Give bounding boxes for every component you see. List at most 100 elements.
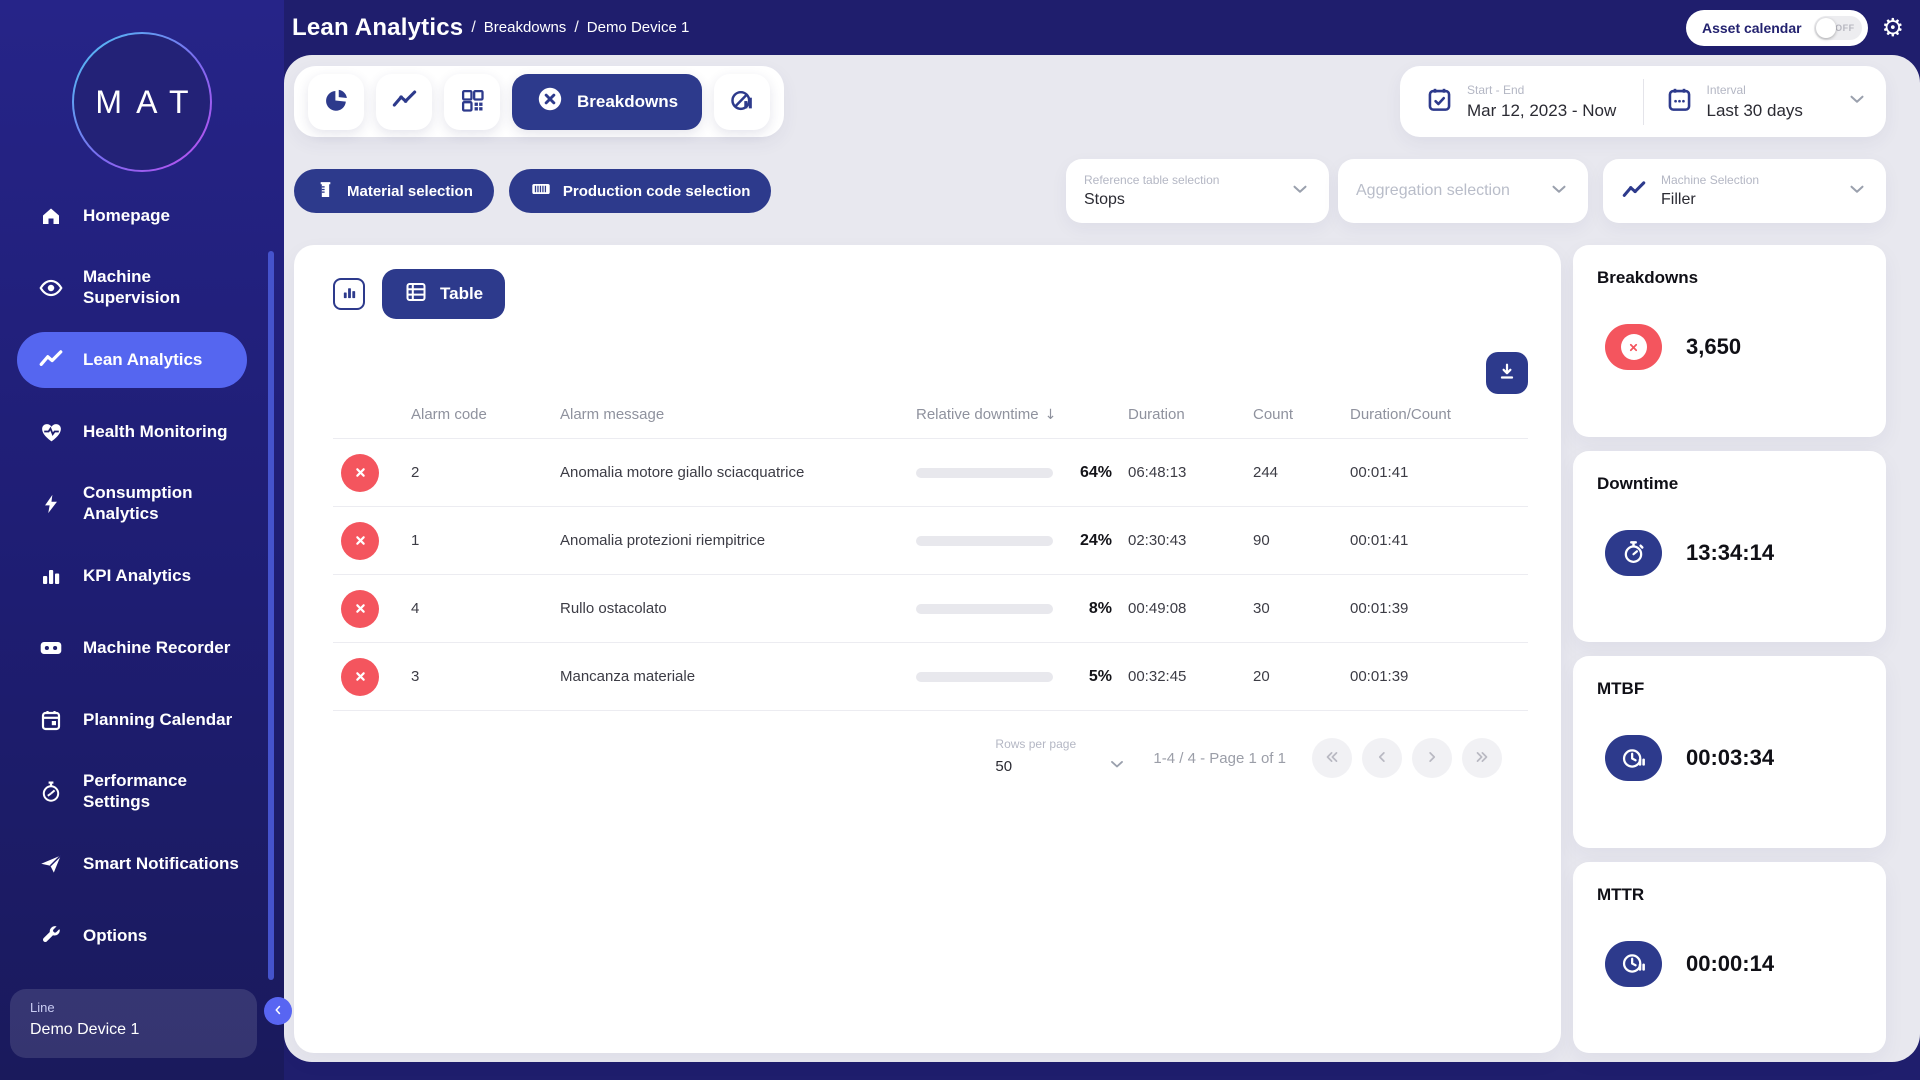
chevron-down-icon bbox=[1846, 178, 1868, 205]
tab-trend[interactable] bbox=[376, 73, 432, 130]
divider bbox=[1642, 78, 1644, 125]
tab-qr-grid[interactable] bbox=[444, 73, 500, 130]
tab-pie-chart[interactable] bbox=[308, 73, 364, 130]
asset-calendar-label: Asset calendar bbox=[1701, 19, 1802, 36]
last-page-button[interactable] bbox=[1462, 738, 1502, 778]
cell-duration: 00:49:08 bbox=[1128, 600, 1187, 617]
machine-select[interactable]: Machine Selection Filler bbox=[1603, 159, 1886, 223]
pie-chart-icon bbox=[323, 87, 350, 117]
sidebar-item-machine-supervision[interactable]: Machine Supervision bbox=[0, 252, 284, 324]
column-header-alarm-code[interactable]: Alarm code bbox=[411, 406, 487, 423]
paper-plane-icon bbox=[36, 851, 66, 877]
column-header-count[interactable]: Count bbox=[1253, 406, 1294, 423]
first-page-button[interactable] bbox=[1312, 738, 1352, 778]
machine-selection-label: Machine Selection bbox=[1661, 173, 1760, 187]
next-page-button[interactable] bbox=[1412, 738, 1452, 778]
sidebar-nav: Homepage Machine Supervision Lean Analyt… bbox=[0, 180, 284, 972]
table-view-button[interactable]: Table bbox=[382, 269, 506, 319]
sort-desc-icon: ↓ bbox=[1044, 406, 1057, 423]
aggregation-placeholder: Aggregation selection bbox=[1356, 182, 1510, 199]
column-header-alarm-message[interactable]: Alarm message bbox=[560, 406, 665, 423]
rows-per-page-label: Rows per page bbox=[995, 737, 1077, 751]
cell-alarm-code: 1 bbox=[411, 532, 420, 549]
bolt-icon bbox=[36, 493, 66, 515]
cell-relative-downtime: 5% bbox=[916, 668, 1128, 686]
cell-alarm-message: Rullo ostacolato bbox=[560, 600, 667, 617]
sidebar-collapse-button[interactable] bbox=[264, 997, 292, 1025]
qr-grid-icon bbox=[460, 88, 485, 116]
sidebar-item-health-monitoring[interactable]: Health Monitoring bbox=[0, 396, 284, 468]
datetime-card: Start - End Mar 12, 2023 - Now Interval … bbox=[1400, 66, 1886, 137]
chevron-down-icon bbox=[1846, 88, 1868, 115]
breadcrumb-item[interactable]: Breakdowns bbox=[483, 19, 567, 36]
cell-count: 30 bbox=[1253, 600, 1270, 617]
previous-page-button[interactable] bbox=[1362, 738, 1402, 778]
table-row[interactable]: 4 Rullo ostacolato 8% 00:49:08 30 00:01:… bbox=[333, 575, 1528, 643]
barcode-icon bbox=[530, 178, 552, 204]
stopwatch-icon bbox=[1605, 529, 1662, 576]
logo: MAT bbox=[0, 0, 284, 172]
calendar-dots-icon bbox=[1666, 86, 1693, 118]
sidebar-item-label: Machine Supervision bbox=[83, 267, 181, 307]
error-circle-icon bbox=[341, 589, 379, 628]
sidebar-item-performance-settings[interactable]: Performance Settings bbox=[0, 756, 284, 828]
sidebar-item-kpi-analytics[interactable]: KPI Analytics bbox=[0, 540, 284, 612]
sidebar-item-consumption-analytics[interactable]: Consumption Analytics bbox=[0, 468, 284, 540]
sidebar-item-homepage[interactable]: Homepage bbox=[0, 180, 284, 252]
card-value: 13:34:14 bbox=[1686, 539, 1775, 565]
table-row[interactable]: 1 Anomalia protezioni riempitrice 24% 02… bbox=[333, 507, 1528, 575]
table-row[interactable]: 2 Anomalia motore giallo sciacquatrice 6… bbox=[333, 439, 1528, 507]
material-selection-label: Material selection bbox=[347, 182, 473, 200]
clock-pause-icon bbox=[1605, 940, 1662, 987]
sidebar-item-options[interactable]: Options bbox=[0, 900, 284, 972]
sidebar-item-machine-recorder[interactable]: Machine Recorder bbox=[0, 612, 284, 684]
tab-gauge-report[interactable] bbox=[714, 73, 771, 130]
sidebar-item-smart-notifications[interactable]: Smart Notifications bbox=[0, 828, 284, 900]
stopwatch-gauge-icon bbox=[36, 780, 66, 804]
error-circle-icon bbox=[341, 521, 379, 560]
sidebar-item-label: Homepage bbox=[83, 205, 170, 225]
cell-duration-count: 00:01:39 bbox=[1350, 668, 1409, 685]
downtime-percent: 8% bbox=[1088, 599, 1112, 617]
reference-table-label: Reference table selection bbox=[1084, 173, 1220, 187]
tab-breakdowns[interactable]: Breakdowns bbox=[512, 73, 703, 130]
reference-table-select[interactable]: Reference table selection Stops bbox=[1066, 159, 1329, 223]
downtime-percent: 5% bbox=[1088, 667, 1112, 685]
main-row: Table Alarm code Alarm message bbox=[294, 245, 1886, 1053]
breadcrumb-item[interactable]: Demo Device 1 bbox=[586, 19, 690, 36]
interval-select[interactable]: Interval Last 30 days bbox=[1658, 83, 1869, 121]
column-header-relative-downtime[interactable]: Relative downtime ↓ bbox=[916, 406, 1128, 423]
date-range-picker[interactable]: Start - End Mar 12, 2023 - Now bbox=[1418, 83, 1629, 121]
bar-chart-icon bbox=[36, 564, 66, 588]
production-code-selection-button[interactable]: Production code selection bbox=[508, 169, 772, 213]
aggregation-select[interactable]: Aggregation selection bbox=[1338, 159, 1588, 223]
cell-count: 244 bbox=[1253, 464, 1279, 481]
downtime-bar-track bbox=[916, 671, 1053, 682]
heart-pulse-icon bbox=[36, 420, 66, 445]
material-selection-button[interactable]: Material selection bbox=[294, 169, 494, 213]
cell-count: 20 bbox=[1253, 668, 1270, 685]
column-header-duration-count[interactable]: Duration/Count bbox=[1350, 406, 1451, 423]
topbar: Lean Analytics / Breakdowns / Demo Devic… bbox=[284, 0, 1920, 55]
machine-selection-value: Filler bbox=[1661, 191, 1696, 208]
asset-calendar-switch[interactable]: OFF bbox=[1813, 15, 1862, 40]
chart-view-button[interactable] bbox=[333, 278, 365, 310]
trend-icon bbox=[1621, 178, 1647, 204]
breadcrumb-separator: / bbox=[471, 18, 476, 36]
sidebar-scrollbar[interactable] bbox=[268, 251, 274, 980]
column-header-duration[interactable]: Duration bbox=[1128, 406, 1185, 423]
reference-table-value: Stops bbox=[1084, 191, 1125, 208]
sidebar-item-planning-calendar[interactable]: Planning Calendar bbox=[0, 684, 284, 756]
asset-calendar-toggle-pill[interactable]: Asset calendar OFF bbox=[1685, 9, 1868, 46]
chevron-down-icon bbox=[1289, 178, 1311, 205]
sidebar-item-lean-analytics[interactable]: Lean Analytics bbox=[17, 332, 247, 388]
sidebar-item-label: KPI Analytics bbox=[83, 565, 192, 585]
download-button[interactable] bbox=[1486, 352, 1528, 394]
table-row[interactable]: 3 Mancanza materiale 5% 00:32:45 20 00:0… bbox=[333, 643, 1528, 711]
settings-gear-icon[interactable]: ⚙ bbox=[1881, 13, 1904, 42]
page-buttons bbox=[1312, 738, 1502, 778]
sidebar: MAT Homepage Machine Supervision bbox=[0, 0, 292, 1080]
rows-per-page-select[interactable]: Rows per page 50 bbox=[995, 737, 1127, 779]
chevron-down-icon bbox=[1107, 754, 1127, 779]
line-device-card[interactable]: Line Demo Device 1 bbox=[10, 989, 257, 1058]
